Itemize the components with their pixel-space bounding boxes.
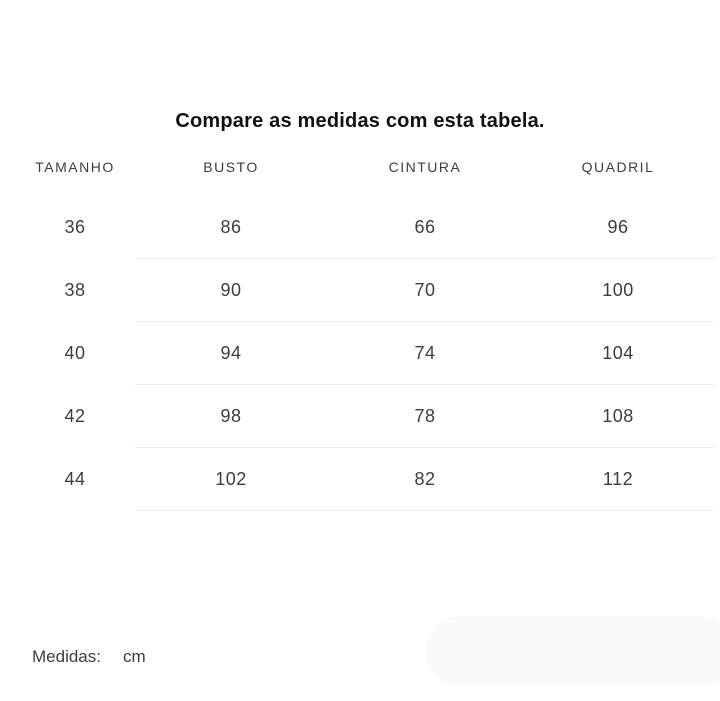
size-table: TAMANHO BUSTO CINTURA QUADRIL 36 86 66 9… (0, 138, 720, 511)
cell-size: 40 (64, 343, 86, 363)
table-row: 36 86 66 96 (0, 196, 720, 259)
cell-waist: 82 (414, 469, 436, 489)
column-header-busto: BUSTO (203, 159, 259, 175)
cell-size: 44 (64, 469, 86, 489)
cell-size: 38 (64, 280, 86, 300)
cell-waist: 78 (414, 406, 436, 426)
cell-hip: 112 (602, 469, 634, 489)
cell-waist: 66 (414, 217, 436, 237)
bottom-right-pill (425, 616, 720, 686)
cell-size: 36 (64, 217, 86, 237)
cell-bust: 98 (220, 406, 242, 426)
table-row: 42 98 78 108 (0, 385, 720, 448)
page-title: Compare as medidas com esta tabela. (175, 110, 545, 132)
cell-hip: 96 (607, 217, 629, 237)
measures-unit: cm (122, 647, 146, 666)
cell-bust: 90 (220, 280, 242, 300)
table-header-row: TAMANHO BUSTO CINTURA QUADRIL (0, 138, 720, 196)
cell-bust: 102 (215, 469, 247, 489)
cell-hip: 108 (602, 406, 634, 426)
table-row: 38 90 70 100 (0, 259, 720, 322)
table-row: 40 94 74 104 (0, 322, 720, 385)
column-header-tamanho: TAMANHO (35, 159, 115, 175)
column-header-quadril: QUADRIL (581, 159, 655, 175)
cell-waist: 70 (414, 280, 436, 300)
cell-size: 42 (64, 406, 86, 426)
cell-waist: 74 (414, 343, 436, 363)
measures-note: Medidas: cm (32, 647, 146, 667)
table-row: 44 102 82 112 (0, 448, 720, 511)
measures-label: Medidas: (32, 647, 101, 666)
column-header-cintura: CINTURA (388, 159, 462, 175)
cell-bust: 86 (220, 217, 242, 237)
cell-hip: 104 (602, 343, 634, 363)
cell-hip: 100 (602, 280, 634, 300)
cell-bust: 94 (220, 343, 242, 363)
